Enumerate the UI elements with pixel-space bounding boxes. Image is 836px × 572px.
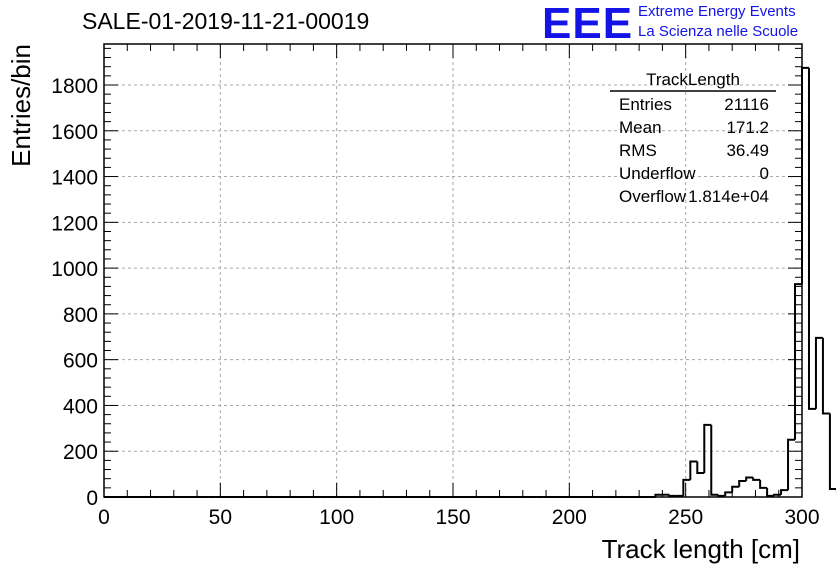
stats-value-overflow: 1.814e+04 [688,187,769,206]
y-tick-label: 1000 [51,258,98,281]
x-tick-label: 250 [668,506,703,529]
x-axis-title: Track length [cm] [602,534,800,564]
histogram-bin [731,485,740,493]
stats-value-rms: 36.49 [726,141,769,160]
x-tick-labels: 0 50 100 150 200 250 300 [98,506,819,529]
run-title: SALE-01-2019-11-21-00019 [82,8,370,34]
x-tick-label: 100 [319,506,354,529]
stats-label-entries: Entries [619,95,672,114]
histogram-bin [794,283,802,440]
histogram-bin [689,460,698,480]
x-tick-label: 50 [209,506,232,529]
histogram-bin [710,424,719,496]
y-tick-label: 1600 [51,121,98,144]
histogram-bin [773,493,782,496]
y-tick-label: 400 [63,395,98,418]
grid [104,44,802,497]
stats-label-rms: RMS [619,141,657,160]
x-tick-label: 0 [98,506,110,529]
y-tick-labels: 0 200 400 600 800 1000 1200 1400 1600 1800 [51,75,98,510]
histogram-bin [787,438,796,491]
y-axis-title: Entries/bin [6,44,36,167]
histogram-bin [780,489,789,495]
stats-value-mean: 171.2 [726,118,769,137]
histogram-bin [801,66,809,285]
stats-box-title: TrackLength [646,70,740,89]
stats-label-overflow: Overflow [619,187,687,206]
axis-ticks [103,44,803,498]
x-tick-label: 200 [552,506,587,529]
logo-caption-line1: Extreme Energy Events [638,3,796,20]
histogram-bin [654,493,663,497]
y-tick-label: 600 [63,350,98,373]
histogram-bin [682,478,691,496]
stats-box: TrackLength Entries 21116 Mean 171.2 RMS… [610,70,776,206]
y-tick-label: 0 [86,487,98,510]
histogram-bin [821,337,830,415]
x-tick-label: 300 [784,506,819,529]
stats-label-underflow: Underflow [619,164,696,183]
y-tick-label: 1800 [51,75,98,98]
histogram-bin [766,487,775,497]
stats-value-entries: 21116 [724,95,769,114]
histogram-bin [752,477,761,481]
histogram-bin [814,336,823,409]
histogram-bin [724,491,733,496]
histogram-bin [759,479,768,489]
y-tick-label: 200 [63,441,98,464]
histogram-bin [828,413,836,490]
histogram-bin [696,461,705,474]
histogram-bin [668,494,677,497]
histogram-bin [738,479,747,487]
histogram-bin [745,476,754,481]
stats-label-mean: Mean [619,118,662,137]
x-tick-label: 150 [435,506,470,529]
stats-value-underflow: 0 [760,164,769,183]
histogram-bin [703,423,712,473]
eee-logo: EEE [542,0,634,48]
histogram-bin [717,494,726,497]
y-tick-label: 1200 [51,212,98,235]
y-tick-label: 1400 [51,167,98,190]
logo-caption-line2: La Scienza nelle Scuole [638,23,799,40]
y-tick-label: 800 [63,304,98,327]
histogram-bin [807,67,816,410]
